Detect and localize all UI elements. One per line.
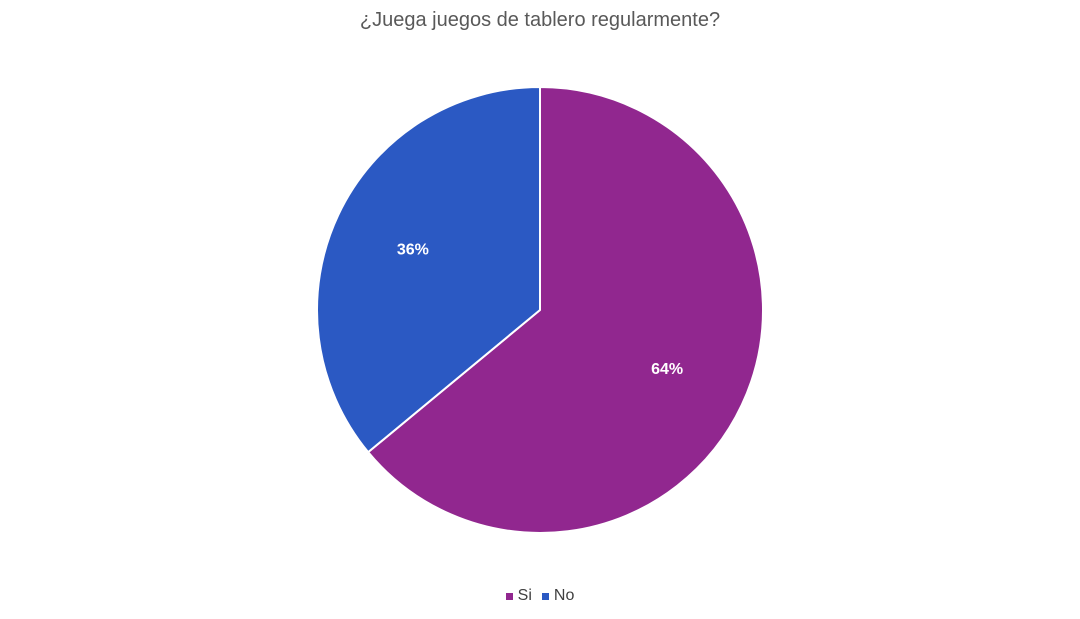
legend: Si No [0, 587, 1080, 605]
legend-label-si: Si [517, 587, 532, 604]
legend-swatch-no [541, 592, 549, 600]
legend-label-no: No [553, 587, 575, 604]
slice-label-no: 36% [397, 241, 429, 258]
pie-slice-no[interactable] [316, 86, 541, 454]
pie-slice-si[interactable] [367, 86, 764, 534]
slice-label-si: 64% [651, 361, 683, 378]
chart-title: ¿Juega juegos de tablero regularmente? [359, 9, 721, 31]
legend-item-si[interactable]: Si [505, 587, 532, 605]
legend-item-no[interactable]: No [541, 587, 575, 605]
legend-swatch-si [505, 592, 513, 600]
